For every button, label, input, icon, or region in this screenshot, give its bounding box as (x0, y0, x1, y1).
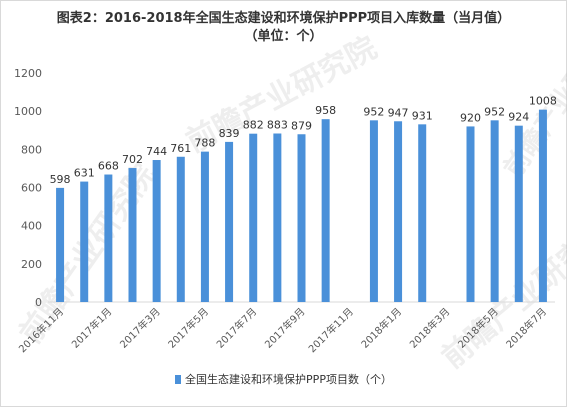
data-label: 924 (508, 111, 529, 124)
bar (394, 121, 403, 303)
bar (104, 174, 113, 302)
x-tick-label: 2017年11月 (306, 305, 356, 355)
y-tick-label: 1200 (14, 67, 42, 80)
bar (369, 120, 378, 303)
data-label: 931 (412, 109, 433, 122)
data-label: 788 (194, 137, 215, 150)
data-label: 947 (388, 106, 409, 119)
data-label: 952 (484, 105, 505, 118)
bar (418, 124, 427, 302)
x-tick-label: 2016年11月 (16, 305, 66, 355)
data-label: 598 (50, 173, 71, 186)
x-tick-label: 2017年5月 (165, 305, 211, 351)
chart-title: 图表2：2016-2018年全国生态建设和环境保护PPP项目入库数量（当月值） (56, 11, 511, 26)
data-label: 702 (122, 153, 143, 166)
legend-swatch (175, 375, 182, 384)
y-tick-label: 1000 (14, 105, 42, 118)
data-label: 882 (243, 119, 264, 132)
chart-subtitle: （单位：个） (244, 29, 323, 44)
x-tick-label: 2018年3月 (407, 305, 453, 351)
data-label: 958 (315, 104, 336, 117)
chart-legend: 全国生态建设和环境保护PPP项目数（个） (0, 373, 567, 387)
data-label: 631 (74, 167, 95, 180)
x-tick-label: 2017年3月 (117, 305, 163, 351)
bar (225, 141, 234, 302)
data-label: 920 (460, 111, 481, 124)
data-label: 952 (363, 105, 384, 118)
data-label: 668 (98, 160, 119, 173)
y-tick-label: 400 (21, 220, 42, 233)
data-label: 883 (267, 118, 288, 131)
bar (466, 126, 475, 302)
data-label: 744 (146, 145, 167, 158)
bar (56, 187, 65, 302)
bar (297, 134, 306, 302)
bar (176, 156, 185, 302)
y-tick-label: 200 (21, 258, 42, 271)
bar (152, 160, 161, 302)
y-tick-label: 600 (21, 182, 42, 195)
x-tick-label: 2018年5月 (455, 305, 501, 351)
bar (490, 120, 499, 303)
bar (128, 168, 137, 302)
data-label: 839 (219, 127, 240, 140)
data-label: 761 (170, 142, 191, 155)
y-tick-label: 800 (21, 143, 42, 156)
bar (273, 133, 282, 302)
bar (249, 133, 258, 302)
x-tick-label: 2017年7月 (214, 305, 260, 351)
bar (538, 109, 547, 302)
data-label: 879 (291, 119, 312, 132)
bar (80, 181, 89, 302)
y-tick-label: 0 (35, 296, 42, 309)
legend-label: 全国生态建设和环境保护PPP项目数（个） (185, 373, 392, 386)
x-tick-label: 2018年7月 (503, 305, 549, 351)
bar (200, 151, 209, 302)
x-tick-label: 2018年1月 (358, 305, 404, 351)
bar (321, 119, 330, 302)
x-tick-label: 2017年9月 (262, 305, 308, 351)
data-label: 1008 (529, 95, 557, 108)
bar (514, 125, 523, 302)
x-tick-label: 2017年1月 (69, 305, 115, 351)
